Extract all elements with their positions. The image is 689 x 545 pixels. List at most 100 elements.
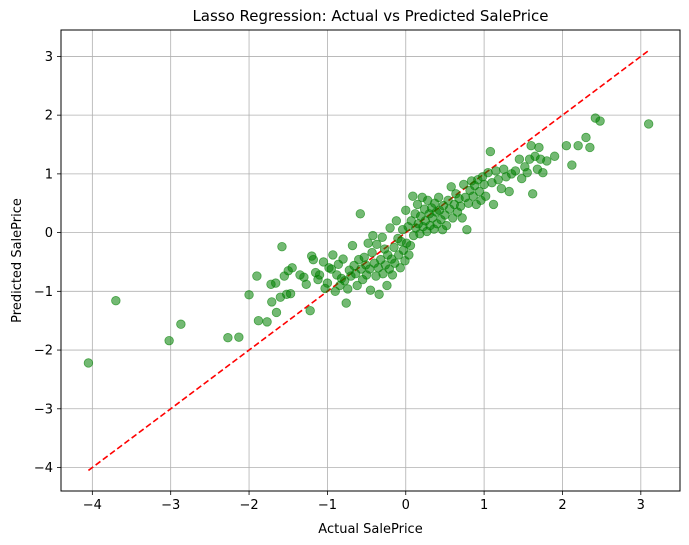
scatter-point <box>474 186 485 197</box>
scatter-point <box>480 191 491 201</box>
scatter-point <box>111 296 121 306</box>
scatter-point <box>367 247 377 258</box>
scatter-point <box>496 183 507 194</box>
y-tick-label: −3 <box>34 402 53 417</box>
scatter-point <box>301 279 311 289</box>
axis-ticks: −4 −3 −2 −1 0 1 2 3 −4 −3 −2 −1 0 1 2 3 <box>34 50 645 513</box>
scatter-point <box>462 224 472 235</box>
y-tick-label: −4 <box>34 461 53 476</box>
scatter-point <box>328 250 338 260</box>
scatter-point <box>433 192 444 203</box>
scatter-point <box>338 254 348 264</box>
plot-frame <box>60 29 681 492</box>
scatter-point <box>595 116 605 126</box>
scatter-point <box>391 216 402 226</box>
scatter-point <box>493 175 503 185</box>
scatter-point <box>372 239 382 250</box>
scatter-point <box>363 238 373 248</box>
chart-title: Lasso Regression: Actual vs Predicted Sa… <box>192 7 548 25</box>
reference-line <box>87 49 650 472</box>
scatter-point <box>318 257 329 267</box>
scatter-point <box>567 160 577 170</box>
scatter-point <box>326 264 337 274</box>
scatter-point <box>387 270 398 280</box>
scatter-point <box>395 263 405 273</box>
scatter-point <box>514 154 525 164</box>
scatter-point <box>277 241 287 252</box>
scatter-point <box>405 240 416 251</box>
scatter-point <box>542 156 552 166</box>
scatter-point <box>355 209 366 219</box>
scatter-point <box>504 186 514 197</box>
scatter-point <box>287 263 297 273</box>
scatter-point <box>365 285 376 295</box>
scatter-point <box>164 335 174 346</box>
scatter-point <box>561 140 572 151</box>
scatter-point <box>83 358 94 368</box>
x-tick-label: 0 <box>402 498 410 513</box>
scatter-point <box>488 199 499 210</box>
x-tick-label: 1 <box>480 498 488 513</box>
y-tick-label: 2 <box>45 109 53 124</box>
scatter-point <box>389 242 399 252</box>
scatter-point <box>446 182 456 192</box>
scatter-point <box>322 278 333 288</box>
x-tick-label: −2 <box>239 498 258 513</box>
scatter-point <box>483 168 493 178</box>
scatter-point <box>581 132 591 143</box>
scatter-point <box>378 269 388 279</box>
y-axis-title: Predicted SalePrice <box>10 198 25 323</box>
scatter-point <box>401 205 411 215</box>
x-tick-label: 3 <box>637 498 645 513</box>
scatter-point <box>285 288 296 299</box>
scatter-point <box>408 191 418 201</box>
scatter-point <box>377 232 387 243</box>
scatter-point <box>468 191 478 201</box>
scatter-point <box>479 179 489 190</box>
scatter-point <box>491 166 501 176</box>
scatter-point <box>339 276 350 286</box>
scatter-point <box>314 270 325 280</box>
scatter-point <box>341 298 351 308</box>
scatter-point <box>223 333 233 343</box>
scatter-point <box>347 240 358 251</box>
scatter-point <box>485 146 496 157</box>
scatter-point <box>267 297 277 307</box>
scatter-point <box>459 179 469 190</box>
scatter-point <box>517 173 527 184</box>
scatter-point <box>244 290 254 300</box>
scatter-point <box>262 317 272 327</box>
scatter-point <box>441 220 452 231</box>
scatter-point <box>382 280 392 291</box>
scatter-point <box>573 140 583 151</box>
scatter-point <box>176 319 186 329</box>
scatter-point <box>522 168 532 178</box>
y-tick-label: 1 <box>45 167 53 182</box>
scatter-point <box>549 151 560 161</box>
x-axis-title: Actual SalePrice <box>318 522 422 537</box>
scatter-point <box>455 201 466 211</box>
scatter-point <box>234 332 244 342</box>
y-tick-label: −2 <box>34 344 53 359</box>
scatter-point <box>527 189 538 199</box>
scatter-point <box>510 166 521 176</box>
scatter-point <box>457 213 467 223</box>
scatter-point <box>374 289 384 299</box>
scatter-point <box>253 315 264 326</box>
scatter-point <box>412 199 423 210</box>
y-tick-label: −1 <box>34 285 53 300</box>
y-tick-label: 3 <box>45 50 53 65</box>
x-tick-label: −1 <box>318 498 337 513</box>
scatter-point <box>385 223 395 233</box>
x-tick-label: −4 <box>83 498 102 513</box>
scatter-point <box>308 254 319 265</box>
scatter-point <box>643 119 654 129</box>
scatter-point <box>538 168 548 178</box>
scatter-point <box>343 284 353 294</box>
x-tick-label: −3 <box>161 498 180 513</box>
scatter-point <box>585 142 595 153</box>
x-tick-label: 2 <box>558 498 566 513</box>
scatter-point <box>404 250 414 260</box>
